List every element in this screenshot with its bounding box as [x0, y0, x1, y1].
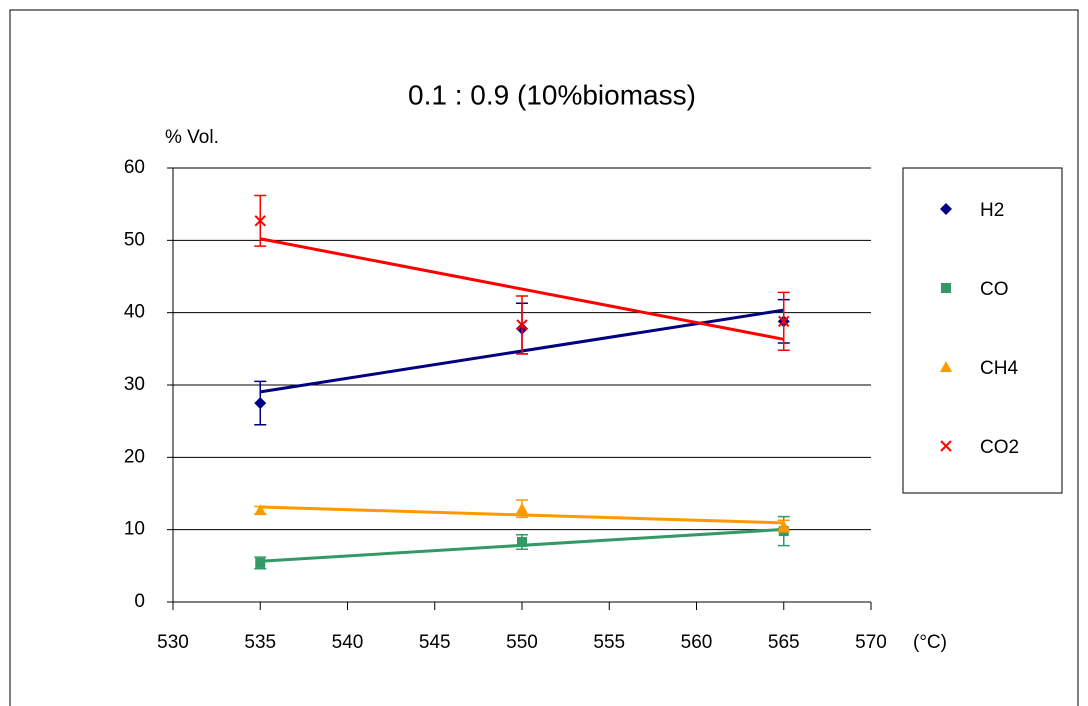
x-tick-label: 545: [419, 632, 451, 653]
legend-label: CH4: [980, 358, 1018, 379]
data-point: [254, 397, 266, 409]
data-point: [255, 558, 265, 568]
data-point: [517, 537, 527, 547]
legend-marker: [941, 283, 951, 293]
y-tick-label: 40: [124, 302, 145, 323]
y-axis-label: % Vol.: [165, 127, 219, 148]
x-tick-label: 540: [332, 632, 364, 653]
y-tick-label: 50: [124, 229, 145, 250]
x-tick-label: 560: [681, 632, 713, 653]
x-tick-label: 535: [244, 632, 276, 653]
legend-label: CO2: [980, 437, 1019, 458]
y-tick-label: 60: [124, 157, 145, 178]
y-tick-label: 30: [124, 374, 145, 395]
x-tick-label: 555: [593, 632, 625, 653]
data-point: [516, 503, 528, 514]
legend-label: H2: [980, 200, 1004, 221]
x-tick-label: 550: [506, 632, 538, 653]
chart: 0.1 : 0.9 (10%biomass) % Vol. (°C) 0 10 20…: [0, 0, 1088, 706]
legend-label: CO: [980, 279, 1009, 300]
x-tick-label: 565: [768, 632, 800, 653]
x-axis-label: (°C): [913, 632, 947, 653]
y-tick-label: 0: [134, 591, 145, 612]
x-tick-label: 530: [157, 632, 189, 653]
y-tick-label: 20: [124, 446, 145, 467]
chart-title: 0.1 : 0.9 (10%biomass): [408, 79, 696, 110]
x-tick-label: 570: [855, 632, 887, 653]
y-tick-label: 10: [124, 519, 145, 540]
